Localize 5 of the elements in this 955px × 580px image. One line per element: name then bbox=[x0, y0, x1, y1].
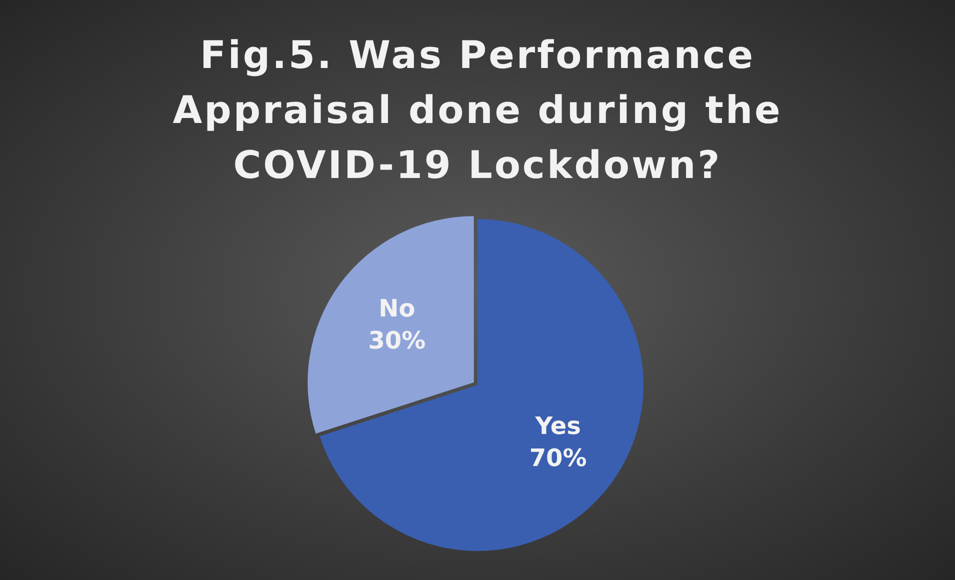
data-label: 70% bbox=[529, 444, 587, 472]
slice-label: No bbox=[378, 294, 416, 323]
slice-label: Yes bbox=[534, 412, 581, 440]
chart-title: Fig.5. Was Performance Appraisal done during the COVID-19 Lockdown? bbox=[172, 32, 784, 189]
data-label: 30% bbox=[368, 326, 426, 355]
